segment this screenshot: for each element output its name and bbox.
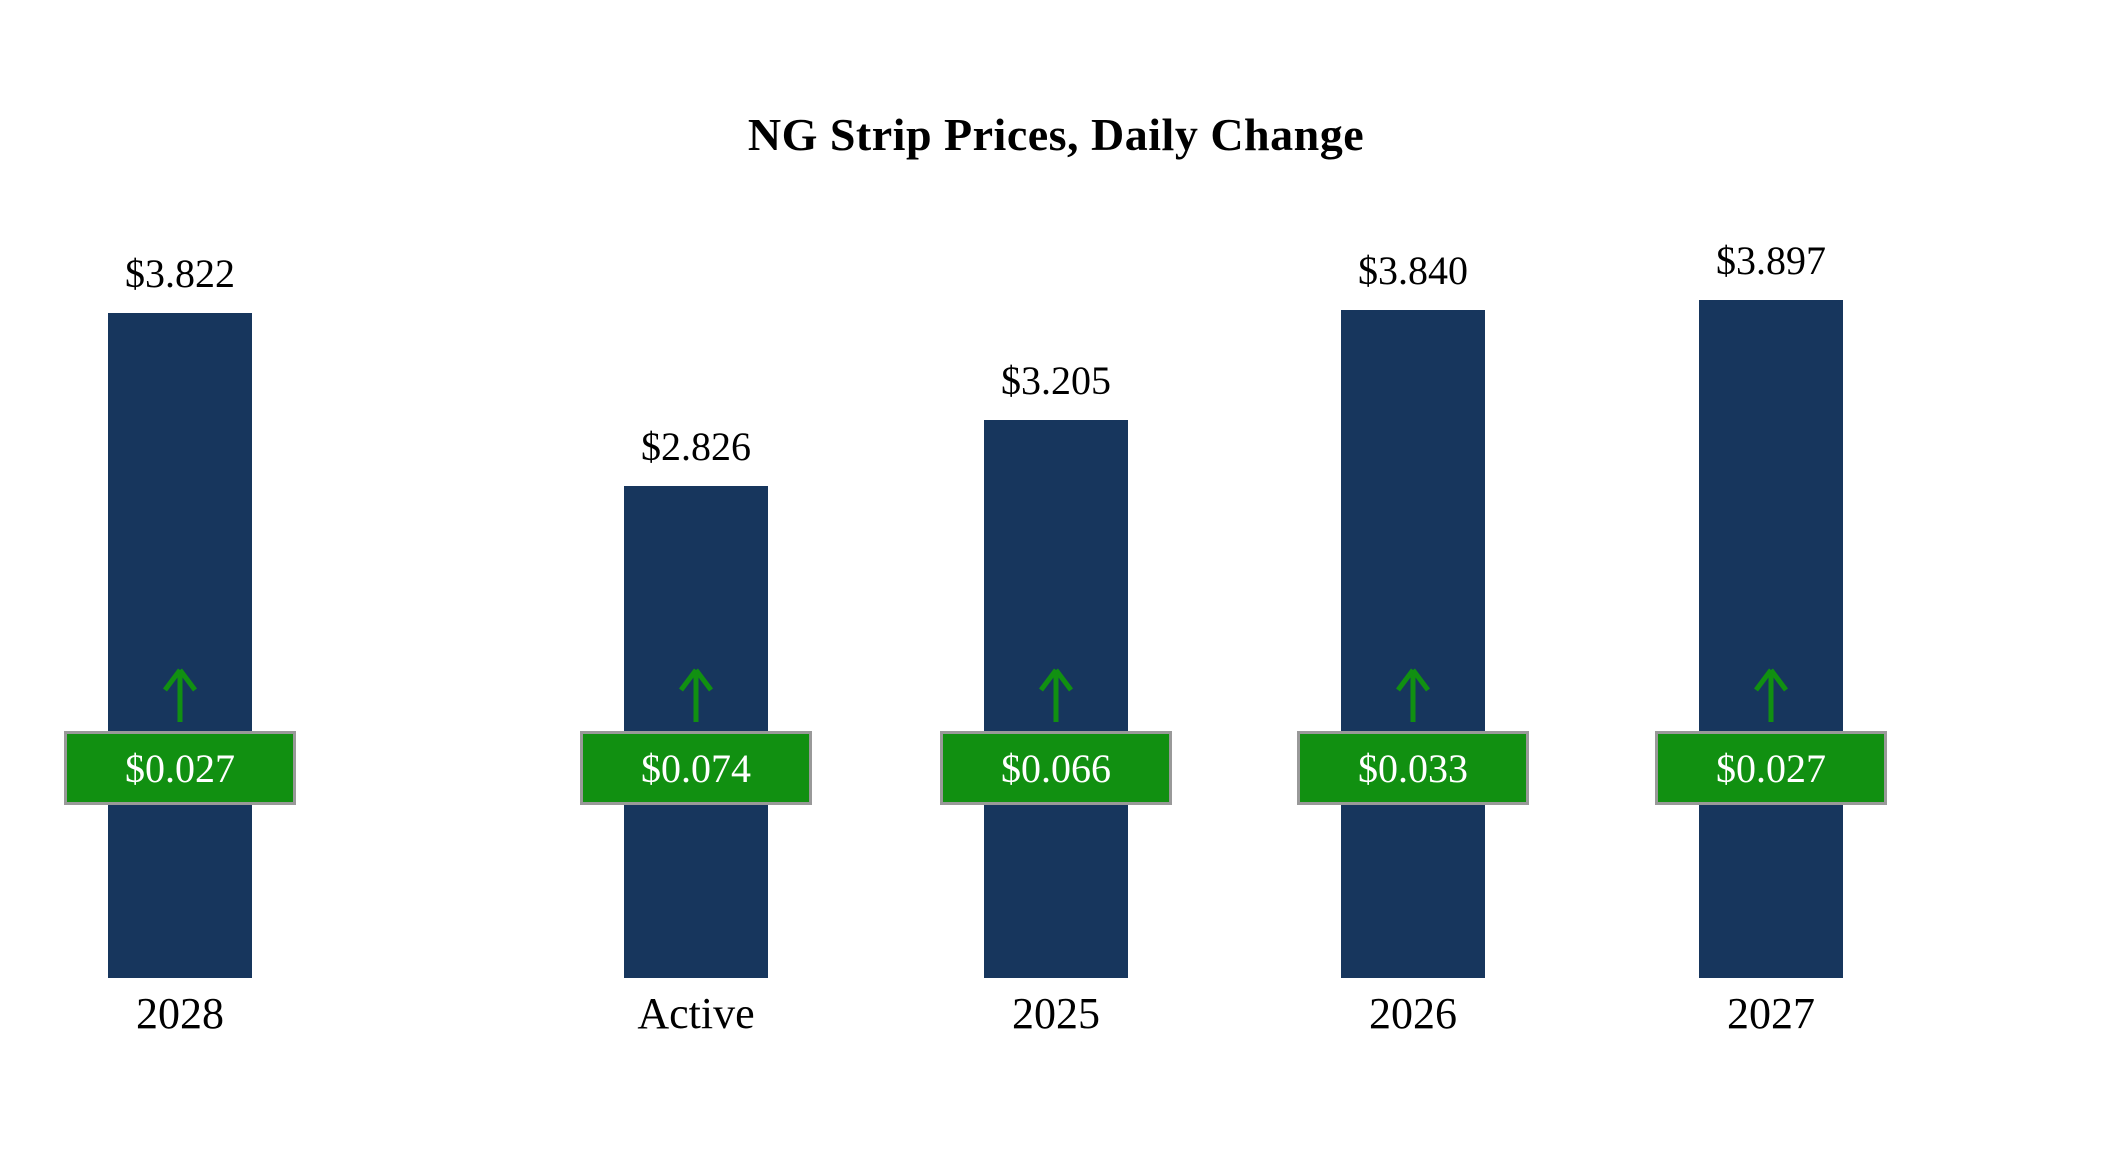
- change-badge: $0.074: [580, 731, 812, 805]
- bar-group: $2.826 $0.074 Active: [516, 0, 876, 1152]
- bar: $3.897: [1699, 238, 1843, 978]
- price-label: $3.840: [1358, 248, 1468, 293]
- category-label: Active: [637, 989, 755, 1038]
- up-arrow-icon: [163, 668, 197, 722]
- category-label: 2028: [136, 989, 224, 1038]
- change-badge: $0.066: [940, 731, 1172, 805]
- up-arrow-icon: [1754, 668, 1788, 722]
- change-badge: $0.027: [1655, 731, 1887, 805]
- bar-group: $3.822 $0.027 2028: [0, 0, 360, 1152]
- price-label: $3.205: [1001, 358, 1111, 403]
- up-arrow-icon: [1396, 668, 1430, 722]
- up-arrow-icon: [679, 668, 713, 722]
- bar-group: $3.205 $0.066 2025: [876, 0, 1236, 1152]
- category-label: 2025: [1012, 989, 1100, 1038]
- price-label: $3.897: [1716, 238, 1826, 283]
- price-label: $2.826: [641, 424, 751, 469]
- up-arrow-icon: [1039, 668, 1073, 722]
- bar-group: $3.897 $0.027 2027: [1591, 0, 1951, 1152]
- change-badge: $0.033: [1297, 731, 1529, 805]
- bar-group: $3.840 $0.033 2026: [1233, 0, 1593, 1152]
- price-label: $3.822: [125, 251, 235, 296]
- category-label: 2026: [1369, 989, 1457, 1038]
- change-badge: $0.027: [64, 731, 296, 805]
- bar: $3.840: [1341, 248, 1485, 978]
- chart-title: NG Strip Prices, Daily Change: [747, 109, 1365, 160]
- category-label: 2027: [1727, 989, 1815, 1038]
- bar: $3.822: [108, 251, 252, 978]
